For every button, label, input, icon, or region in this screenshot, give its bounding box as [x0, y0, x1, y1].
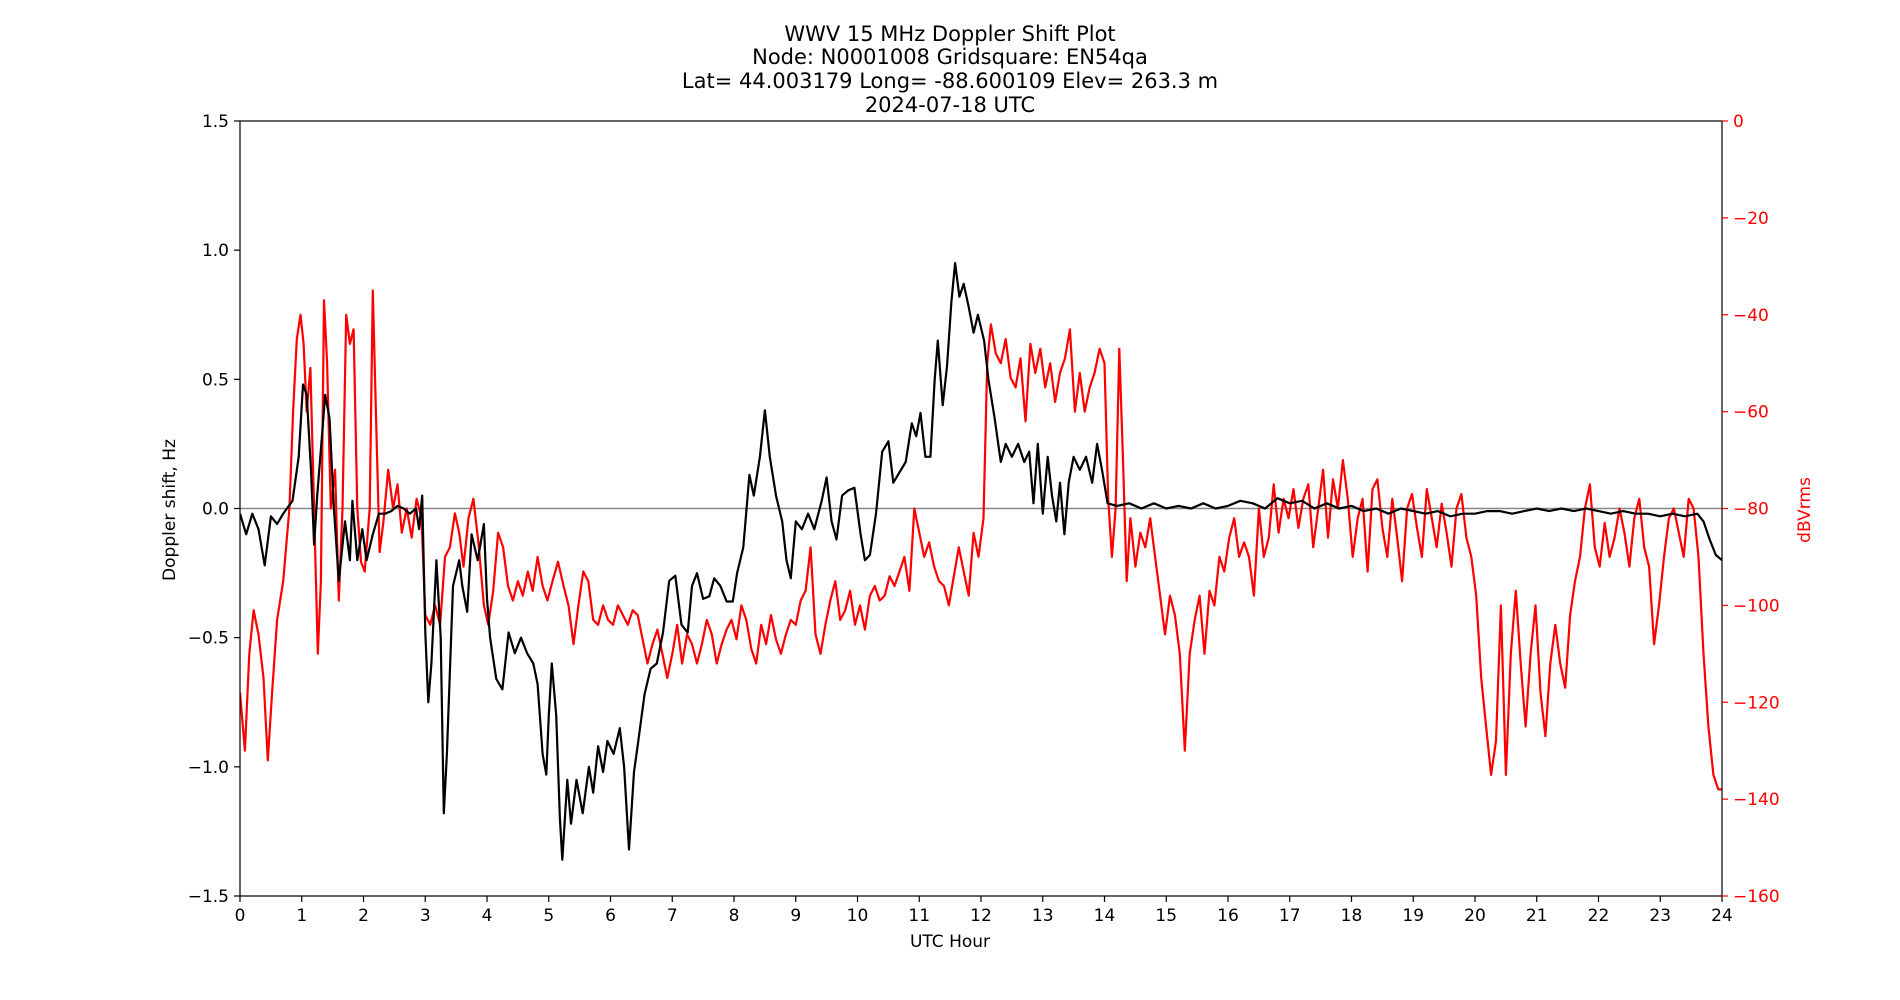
x-tick-label: 16 [1217, 906, 1239, 926]
x-tick-label: 19 [1402, 906, 1424, 926]
x-tick-label: 10 [847, 906, 869, 926]
y2-tick-label: −100 [1733, 596, 1780, 616]
x-tick-label: 2 [358, 906, 369, 926]
chart-titles: WWV 15 MHz Doppler Shift Plot Node: N000… [682, 22, 1218, 117]
x-tick-label: 22 [1588, 906, 1610, 926]
y2-axis-label: dBVrms [1795, 477, 1815, 543]
y-tick-label: −1.0 [188, 758, 229, 778]
y2-tick-label: −140 [1733, 790, 1780, 810]
y-tick-label: 0.0 [202, 500, 229, 520]
x-tick-label: 11 [908, 906, 930, 926]
y-tick-label: −1.5 [188, 887, 229, 907]
x-tick-label: 5 [543, 906, 554, 926]
chart-title: WWV 15 MHz Doppler Shift Plot [784, 22, 1115, 46]
x-tick-label: 7 [667, 906, 678, 926]
x-tick-label: 13 [1032, 906, 1054, 926]
y2-tick-label: 0 [1733, 112, 1744, 132]
y2-tick-label: −40 [1733, 306, 1769, 326]
y-tick-label: 1.0 [202, 241, 229, 261]
chart-subtitle-date: 2024-07-18 UTC [865, 93, 1035, 117]
x-tick-label: 12 [970, 906, 992, 926]
y2-tick-label: −60 [1733, 403, 1769, 423]
x-tick-label: 8 [729, 906, 740, 926]
y-axis-label: Doppler shift, Hz [160, 439, 180, 581]
x-tick-label: 18 [1341, 906, 1363, 926]
x-tick-label: 0 [235, 906, 246, 926]
axes-layer: 0 1 2 3 4 5 6 7 8 9 10 11 12 13 14 15 16 17 18 19 20 21 22 23 24… [188, 112, 1780, 926]
y-tick-label: 1.5 [202, 112, 229, 132]
y2-tick-label: −160 [1733, 887, 1780, 907]
x-tick-label: 21 [1526, 906, 1548, 926]
x-tick-label: 14 [1094, 906, 1116, 926]
x-tick-label: 9 [790, 906, 801, 926]
chart-subtitle-location: Lat= 44.003179 Long= -88.600109 Elev= 26… [682, 69, 1218, 93]
x-tick-label: 3 [420, 906, 431, 926]
y-tick-label: 0.5 [202, 370, 229, 390]
chart-subtitle-node: Node: N0001008 Gridsquare: EN54qa [752, 45, 1148, 69]
x-tick-label: 20 [1464, 906, 1486, 926]
x-tick-label: 6 [605, 906, 616, 926]
x-tick-label: 1 [296, 906, 307, 926]
y-tick-label: −0.5 [188, 629, 229, 649]
x-tick-label: 23 [1649, 906, 1671, 926]
x-tick-label: 24 [1711, 906, 1733, 926]
series-layer [240, 262, 1722, 861]
x-tick-label: 15 [1155, 906, 1177, 926]
x-axis-label: UTC Hour [910, 932, 990, 952]
y2-tick-label: −120 [1733, 693, 1780, 713]
y2-tick-label: −80 [1733, 500, 1769, 520]
y2-tick-label: −20 [1733, 209, 1769, 229]
power-series-line [240, 289, 1722, 791]
x-tick-label: 4 [482, 906, 493, 926]
x-tick-label: 17 [1279, 906, 1301, 926]
doppler-series-line [240, 262, 1722, 861]
